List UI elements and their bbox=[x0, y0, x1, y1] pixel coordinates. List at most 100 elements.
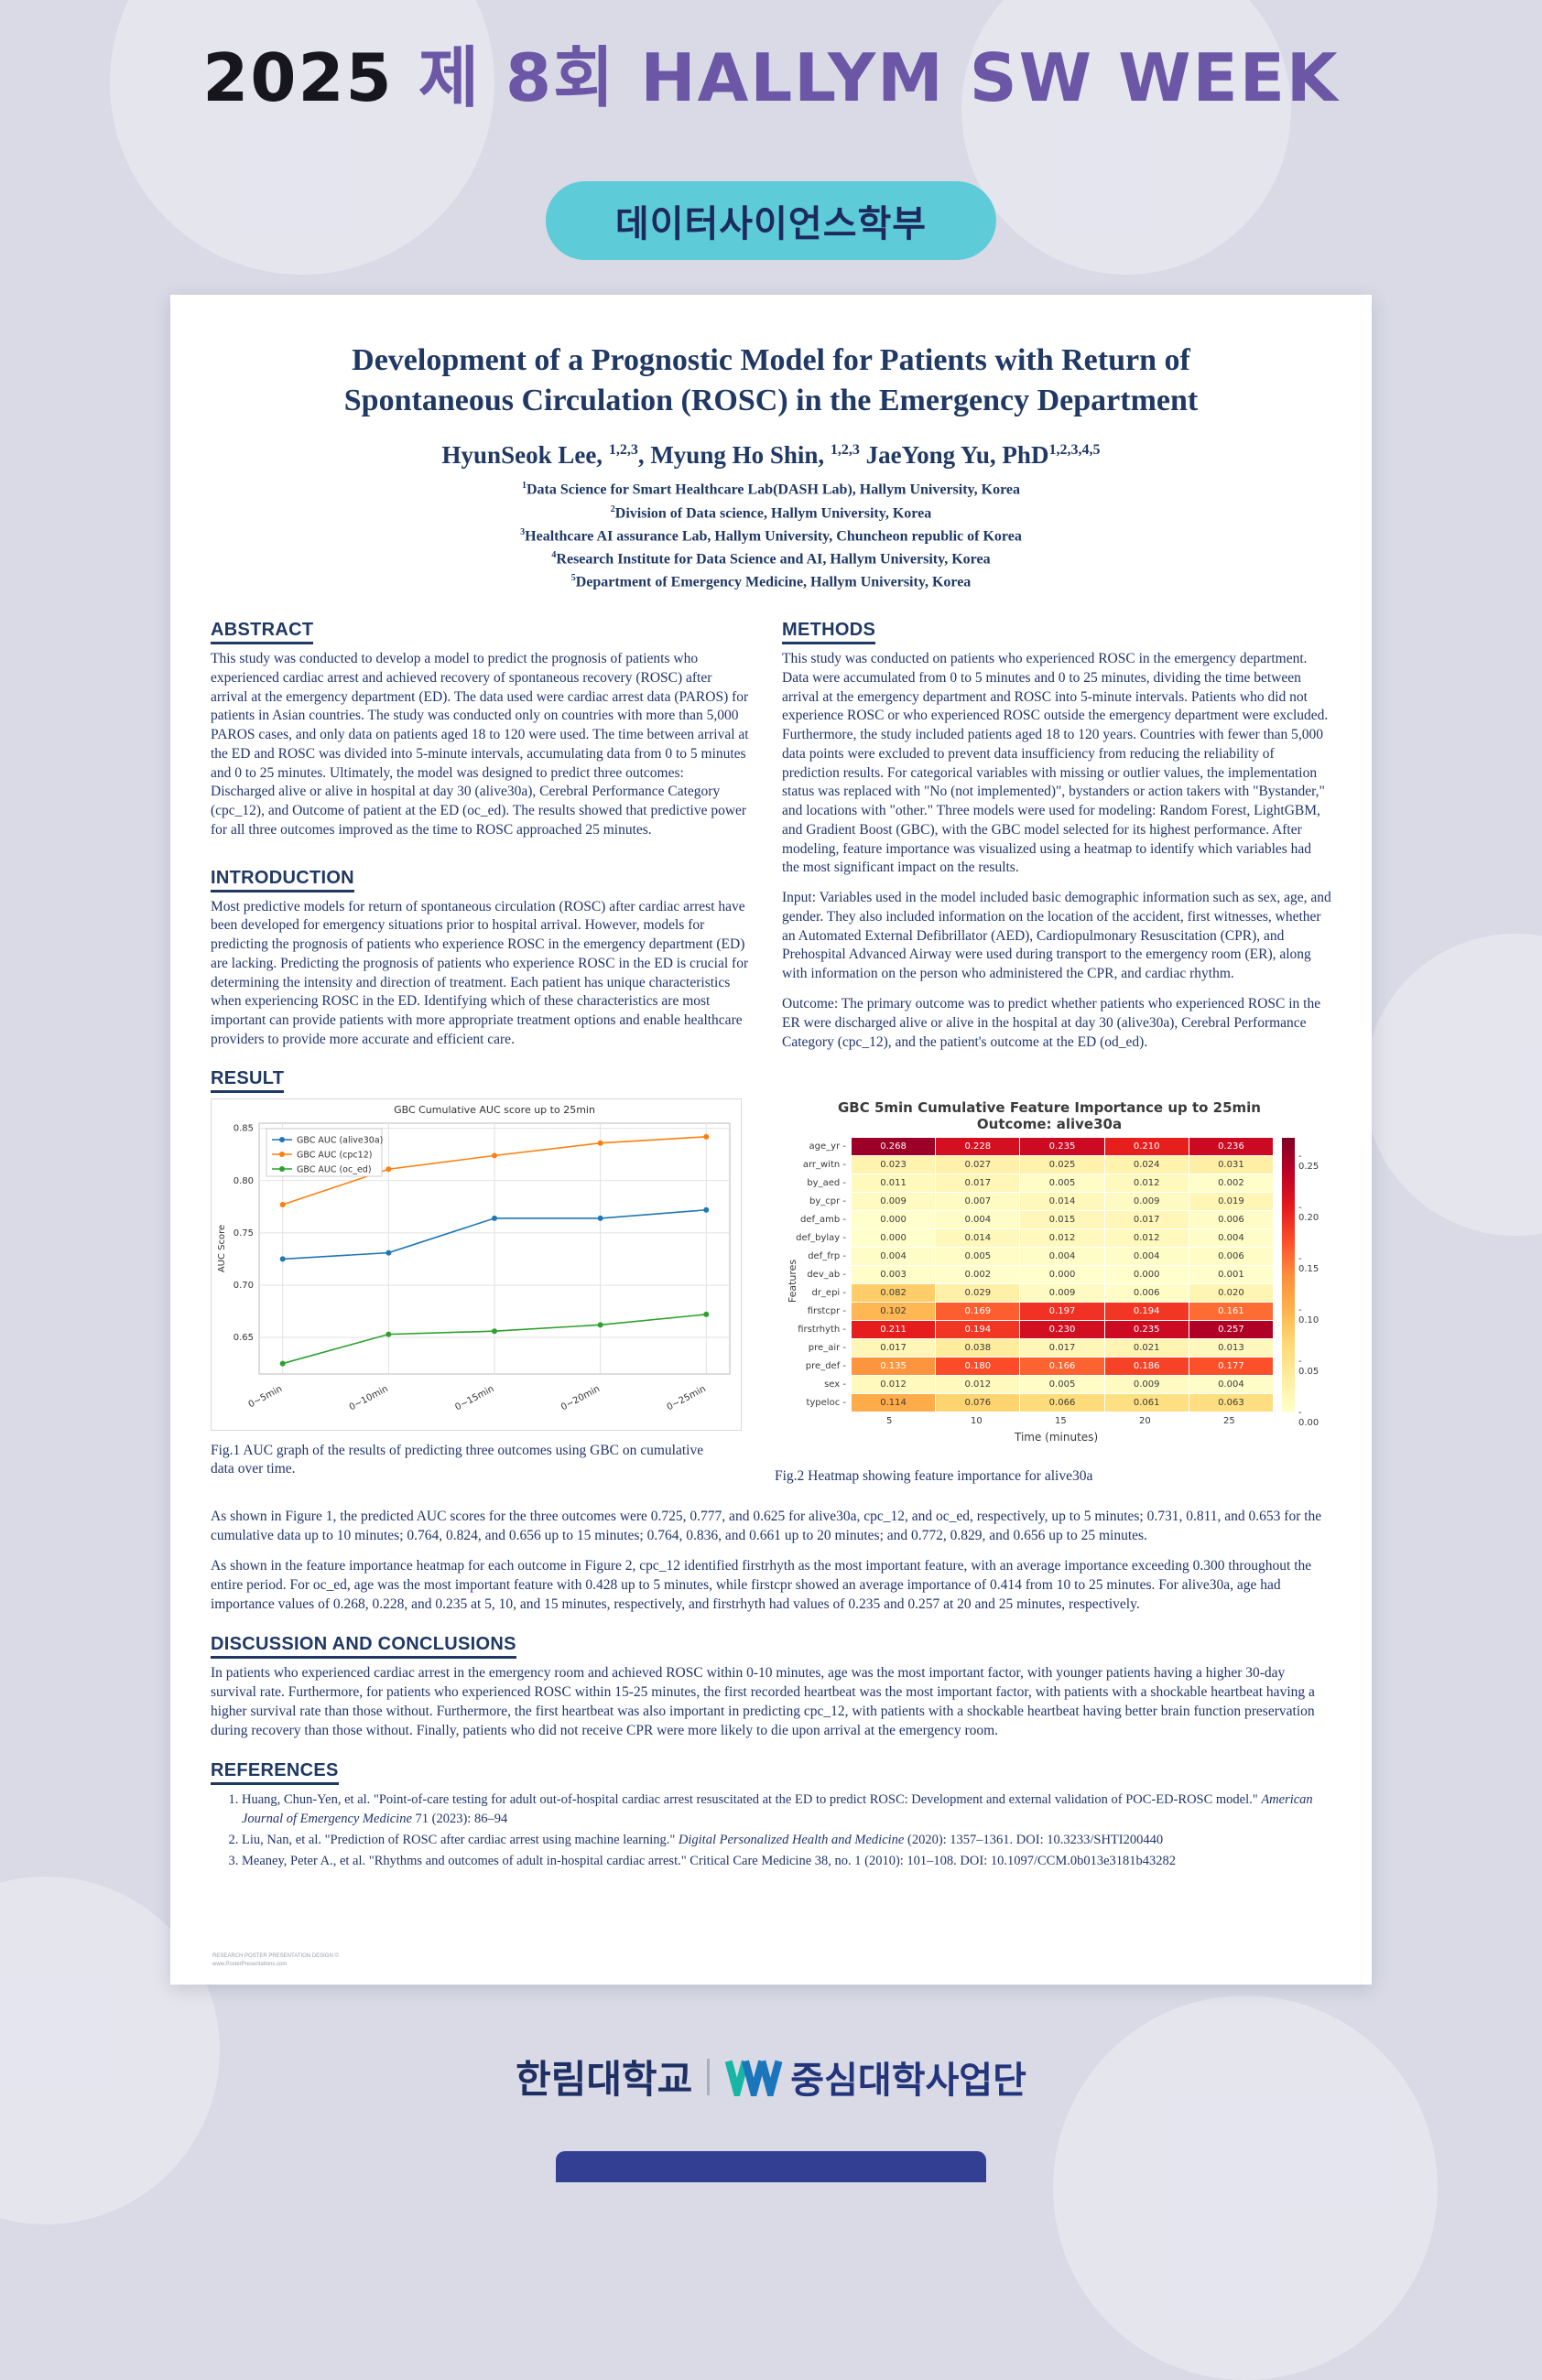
result-heading: RESULT bbox=[211, 1068, 742, 1094]
heatmap-cell: 0.024 bbox=[1104, 1156, 1189, 1174]
heatmap-cell: 0.017 bbox=[1104, 1211, 1189, 1229]
heatmap-cell: 0.025 bbox=[1020, 1156, 1104, 1174]
heatmap-cell: 0.177 bbox=[1189, 1358, 1273, 1376]
svg-text:0.75: 0.75 bbox=[233, 1228, 254, 1239]
heatmap-cell: 0.002 bbox=[1189, 1174, 1273, 1193]
heatmap-cell: 0.235 bbox=[1104, 1321, 1189, 1339]
heatmap-cell: 0.000 bbox=[852, 1211, 936, 1229]
heatmap-cell: 0.023 bbox=[852, 1156, 936, 1174]
paper-title: Development of a Prognostic Model for Pa… bbox=[247, 341, 1295, 421]
heatmap-cell: 0.012 bbox=[1104, 1229, 1189, 1248]
svg-text:0.80: 0.80 bbox=[233, 1176, 254, 1186]
heatmap-cell: 0.005 bbox=[1020, 1174, 1104, 1193]
heatmap-cell: 0.003 bbox=[852, 1266, 936, 1284]
heatmap-cell: 0.009 bbox=[1104, 1193, 1189, 1211]
heatmap-cell: 0.009 bbox=[1104, 1376, 1189, 1394]
svg-text:GBC AUC (alive30a): GBC AUC (alive30a) bbox=[297, 1136, 383, 1146]
heatmap-cell: 0.004 bbox=[852, 1248, 936, 1266]
heatmap-cell: 0.236 bbox=[1189, 1138, 1273, 1156]
heatmap-cell: 0.161 bbox=[1189, 1303, 1273, 1321]
bg-circle bbox=[961, 0, 1291, 275]
heatmap-cell: 0.114 bbox=[852, 1394, 936, 1412]
heatmap-cell: 0.197 bbox=[1020, 1303, 1104, 1321]
department-badge: 데이터사이언스학부 bbox=[545, 181, 997, 260]
heatmap-colorbar bbox=[1282, 1138, 1295, 1413]
heatmap-cell: 0.004 bbox=[1189, 1229, 1273, 1248]
affiliations-list: 1Data Science for Smart Healthcare Lab(D… bbox=[520, 481, 1022, 590]
footer-divider bbox=[707, 2058, 711, 2095]
heatmap-cell: 0.066 bbox=[1020, 1394, 1104, 1412]
heatmap-cell: 0.014 bbox=[1020, 1193, 1104, 1211]
heatmap-cell: 0.012 bbox=[852, 1376, 936, 1394]
heatmap-cell: 0.061 bbox=[1104, 1394, 1189, 1412]
heatmap-cell: 0.009 bbox=[852, 1193, 936, 1211]
heatmap-cell: 0.194 bbox=[936, 1321, 1020, 1339]
event-banner: 2025 제 8회 HALLYM SW WEEK bbox=[0, 43, 1542, 114]
heatmap-cell: 0.235 bbox=[1020, 1138, 1104, 1156]
bottom-accent-bar bbox=[556, 2151, 986, 2182]
heatmap-cell: 0.169 bbox=[936, 1303, 1020, 1321]
heatmap-cell: 0.031 bbox=[1189, 1156, 1273, 1174]
introduction-heading: INTRODUCTION bbox=[211, 867, 749, 892]
heatmap-cell: 0.186 bbox=[1104, 1358, 1189, 1376]
left-column: ABSTRACT This study was conducted to dev… bbox=[211, 620, 749, 1063]
heatmap-cell: 0.006 bbox=[1189, 1211, 1273, 1229]
heatmap-cell: 0.268 bbox=[852, 1138, 936, 1156]
page-background: 2025 제 8회 HALLYM SW WEEK 데이터사이언스학부 Devel… bbox=[0, 0, 1542, 2182]
references-list: Huang, Chun-Yen, et al. "Point-of-care t… bbox=[211, 1790, 1331, 1870]
university-logo-text: 한림대학교 bbox=[516, 2057, 693, 2102]
heatmap-cell: 0.004 bbox=[1189, 1376, 1273, 1394]
figure2-caption: Fig.2 Heatmap showing feature importance… bbox=[775, 1468, 1093, 1485]
heatmap-cell: 0.005 bbox=[1020, 1376, 1104, 1394]
svg-text:GBC Cumulative AUC score up to: GBC Cumulative AUC score up to 25min bbox=[394, 1104, 595, 1116]
heatmap-cell: 0.076 bbox=[936, 1394, 1020, 1412]
heatmap-cell: 0.011 bbox=[852, 1174, 936, 1193]
sw-center-text: 중심대학사업단 bbox=[790, 2059, 1026, 2102]
svg-text:0.85: 0.85 bbox=[233, 1124, 254, 1134]
heatmap-cell: 0.135 bbox=[852, 1358, 936, 1376]
references-heading: REFERENCES bbox=[211, 1760, 1331, 1786]
svg-text:AUC Score: AUC Score bbox=[217, 1225, 227, 1272]
heatmap-cell: 0.013 bbox=[1189, 1339, 1273, 1358]
figure1-auc-line-chart: 0.65 0.70 0.75 0.80 0.85 0~5min 0~10min 0~15min… bbox=[211, 1098, 742, 1432]
discussion-body: In patients who experienced cardiac arre… bbox=[211, 1665, 1315, 1738]
heatmap-cell: 0.063 bbox=[1189, 1394, 1273, 1412]
paper-title-line1: Development of a Prognostic Model for Pa… bbox=[352, 343, 1190, 377]
heatmap-cell: 0.004 bbox=[1020, 1248, 1104, 1266]
svg-text:0.70: 0.70 bbox=[233, 1281, 254, 1291]
poster-sheet: Development of a Prognostic Model for Pa… bbox=[170, 295, 1372, 1985]
heatmap-cell: 0.012 bbox=[936, 1376, 1020, 1394]
heatmap-cell: 0.002 bbox=[936, 1266, 1020, 1284]
heatmap-cell: 0.009 bbox=[1020, 1284, 1104, 1303]
heatmap-cell: 0.210 bbox=[1104, 1138, 1189, 1156]
authors-line: HyunSeok Lee, 1,2,3, Myung Ho Shin, 1,2,… bbox=[441, 441, 1101, 470]
heatmap-cell: 0.230 bbox=[1020, 1321, 1104, 1339]
paper-title-line2: Spontaneous Circulation (ROSC) in the Em… bbox=[343, 384, 1199, 418]
heatmap-cell: 0.007 bbox=[936, 1193, 1020, 1211]
heatmap-cell: 0.211 bbox=[852, 1321, 936, 1339]
figure2-block: GBC 5min Cumulative Feature Importance u… bbox=[775, 1068, 1324, 1486]
methods-body: This study was conducted on patients who… bbox=[782, 651, 1331, 1050]
heatmap-cell: 0.004 bbox=[1104, 1248, 1189, 1266]
heatmap-cell: 0.027 bbox=[936, 1156, 1020, 1174]
heatmap-cell: 0.000 bbox=[1020, 1266, 1104, 1284]
heatmap-cell: 0.017 bbox=[1020, 1339, 1104, 1358]
heatmap-cell: 0.000 bbox=[852, 1229, 936, 1248]
heatmap-cell: 0.001 bbox=[1189, 1266, 1273, 1284]
results-text: As shown in Figure 1, the predicted AUC … bbox=[211, 1509, 1322, 1612]
heatmap-cell: 0.257 bbox=[1189, 1321, 1273, 1339]
heatmap-cell: 0.000 bbox=[1104, 1266, 1189, 1284]
methods-heading: METHODS bbox=[782, 620, 1331, 644]
abstract-heading: ABSTRACT bbox=[211, 620, 749, 644]
svg-text:GBC AUC (oc_ed): GBC AUC (oc_ed) bbox=[297, 1165, 372, 1175]
figure2-feature-importance-heatmap: GBC 5min Cumulative Feature Importance u… bbox=[787, 1099, 1319, 1444]
heatmap-cell: 0.102 bbox=[852, 1303, 936, 1321]
heatmap-cell: 0.038 bbox=[936, 1339, 1020, 1358]
heatmap-cell: 0.021 bbox=[1104, 1339, 1189, 1358]
heatmap-cell: 0.004 bbox=[936, 1211, 1020, 1229]
banner-year: 2025 bbox=[202, 39, 394, 116]
svg-text:0.65: 0.65 bbox=[233, 1333, 254, 1343]
heatmap-cell: 0.006 bbox=[1189, 1248, 1273, 1266]
heatmap-cell: 0.029 bbox=[936, 1284, 1020, 1303]
heatmap-cell: 0.194 bbox=[1104, 1303, 1189, 1321]
